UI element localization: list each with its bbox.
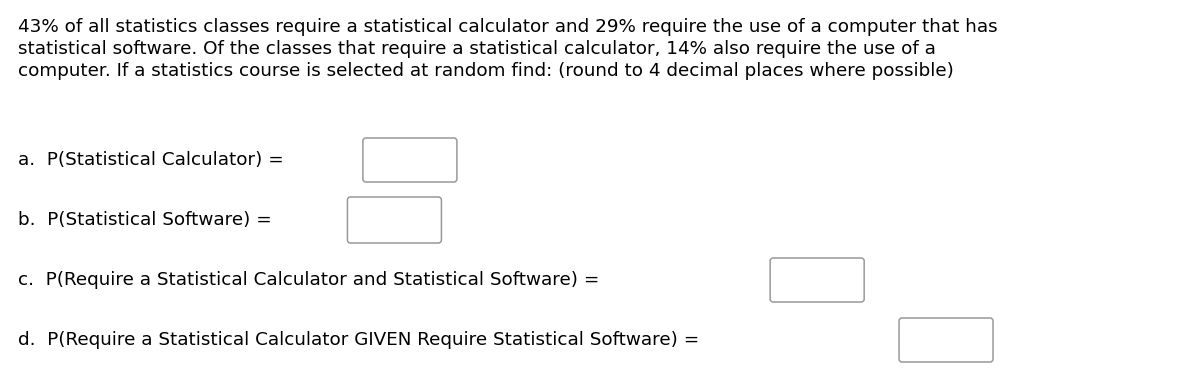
Text: computer. If a statistics course is selected at random find: (round to 4 decimal: computer. If a statistics course is sele… [18,62,954,80]
Text: 43% of all statistics classes require a statistical calculator and 29% require t: 43% of all statistics classes require a … [18,18,997,36]
FancyBboxPatch shape [770,258,864,302]
Text: statistical software. Of the classes that require a statistical calculator, 14% : statistical software. Of the classes tha… [18,40,936,58]
Text: d.  P(Require a Statistical Calculator GIVEN Require Statistical Software) =: d. P(Require a Statistical Calculator GI… [18,331,700,349]
FancyBboxPatch shape [362,138,457,182]
FancyBboxPatch shape [348,197,442,243]
FancyBboxPatch shape [899,318,994,362]
Text: a.  P(Statistical Calculator) =: a. P(Statistical Calculator) = [18,151,283,169]
Text: c.  P(Require a Statistical Calculator and Statistical Software) =: c. P(Require a Statistical Calculator an… [18,271,599,289]
Text: b.  P(Statistical Software) =: b. P(Statistical Software) = [18,211,271,229]
